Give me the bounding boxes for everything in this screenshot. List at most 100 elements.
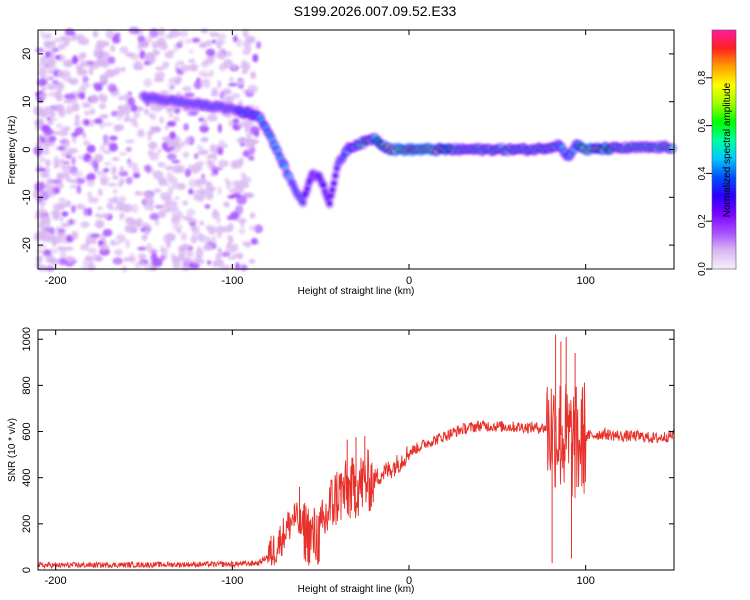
noise-blob [103,162,112,166]
noise-blob [137,128,145,138]
noise-blob [83,207,88,217]
noise-blob [212,208,218,214]
noise-blob [152,171,158,176]
noise-blob [62,202,67,208]
noise-blob [158,27,166,37]
noise-blob [60,159,65,164]
noise-blob [69,184,78,189]
noise-blob [94,118,103,124]
noise-blob [158,209,167,219]
noise-blob [182,86,192,92]
noise-blob [154,219,160,226]
noise-blob [201,136,209,143]
noise-blob [227,256,237,260]
noise-blob [35,249,45,254]
noise-blob [226,241,232,249]
spectrogram-x-tick-label: -200 [45,275,67,287]
colorbar-frame [711,29,737,270]
noise-blob [193,152,199,160]
noise-blob [242,150,250,158]
noise-blob [188,178,198,188]
noise-blob [127,158,132,164]
noise-blob [211,39,217,44]
spectrogram-x-tick-label: -100 [221,275,243,287]
noise-blob [59,35,69,42]
noise-blob [166,153,177,160]
noise-blob [77,92,85,100]
noise-blob [184,168,192,178]
colorbar-tick-label: 0.6 [697,118,708,132]
noise-blob [148,141,158,150]
noise-blob [39,93,44,98]
noise-blob [179,30,189,38]
noise-blob [200,28,209,34]
noise-blob [119,46,129,54]
noise-blob [180,64,191,72]
noise-blob [102,228,113,237]
noise-blob [209,144,216,153]
noise-blob [216,217,221,224]
noise-blob [237,122,247,128]
noise-blob [227,194,236,199]
noise-blob [132,172,141,179]
noise-blob [212,151,217,162]
noise-blob [216,33,227,41]
noise-blob [86,144,96,153]
noise-blob [178,39,184,45]
snr-y-tick-label: 600 [21,422,33,440]
noise-blob [206,186,216,192]
noise-blob [238,157,245,164]
noise-blob [200,41,206,48]
noise-blob [174,196,180,201]
spectrogram-y-tick-label: 0 [21,146,33,152]
noise-blob [126,227,136,233]
noise-blob [172,206,180,213]
noise-blob [56,174,66,180]
spectrogram-y-tick-label: -20 [21,237,33,253]
noise-blob [166,146,175,151]
noise-blob [171,164,182,174]
noise-blob [109,135,118,141]
noise-blob [41,225,51,231]
noise-blob [49,50,55,58]
noise-blob [114,248,123,256]
snr-series [37,334,675,570]
noise-blob [121,107,131,115]
noise-blob [85,240,90,247]
noise-blob [43,249,51,256]
noise-blob [191,225,200,235]
noise-blob [48,187,53,197]
noise-blob [71,56,79,65]
noise-blob [191,37,201,43]
noise-blob [34,231,46,238]
colorbar-gradient [712,30,736,269]
noise-blob [254,224,263,234]
noise-blob [181,265,191,272]
noise-blob [48,235,60,242]
noise-blob [162,196,173,202]
noise-blob [240,63,248,69]
noise-blob [65,200,72,208]
noise-blob [57,257,68,266]
noise-blob [178,250,186,259]
noise-blob [177,60,185,66]
noise-blob [253,130,260,138]
noise-blob [200,178,205,185]
noise-blob [125,239,130,249]
noise-blob [183,123,189,131]
noise-blob [236,38,243,47]
noise-blob [240,264,248,272]
noise-blob [65,151,73,156]
snr-y-tick-label: 200 [21,515,33,533]
noise-blob [82,75,89,83]
noise-blob [213,258,224,268]
noise-blob [41,147,50,155]
noise-blob [137,45,144,51]
noise-blob [57,246,66,251]
noise-blob [125,217,135,225]
noise-blob [158,177,168,185]
noise-blob [97,188,103,197]
noise-blob [176,70,185,76]
noise-blob [151,50,158,58]
noise-blob [110,165,117,175]
